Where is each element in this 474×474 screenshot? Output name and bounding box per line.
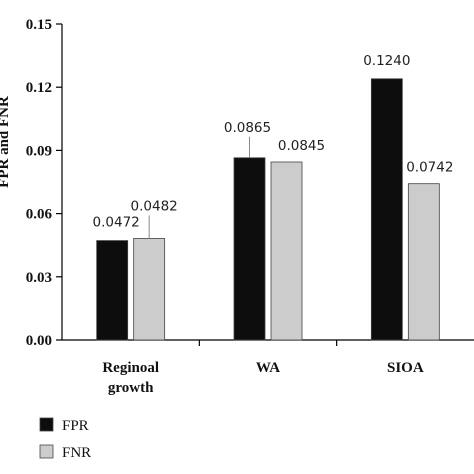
legend-swatch-fpr bbox=[39, 417, 54, 432]
x-tick-label: Reginoal bbox=[102, 360, 159, 376]
axes: 0.00 0.03 0.06 0.09 0.12 0.15 FPR and FNR Regin… bbox=[0, 17, 474, 396]
legend-swatch-fnr bbox=[39, 444, 54, 459]
y-tick-label: 0.09 bbox=[26, 143, 52, 159]
y-tick-label: 0.15 bbox=[26, 17, 52, 33]
bar-fpr bbox=[233, 157, 266, 341]
legend-label: FPR bbox=[62, 418, 89, 434]
bar-fnr bbox=[407, 183, 440, 341]
bars bbox=[96, 78, 440, 341]
data-label: 0.0845 bbox=[278, 138, 325, 154]
data-label: 0.0742 bbox=[406, 160, 453, 176]
data-label: 0.1240 bbox=[363, 53, 410, 69]
y-axis-title: FPR and FNR bbox=[0, 96, 12, 188]
bar-fnr bbox=[133, 238, 166, 341]
x-tick-label: growth bbox=[108, 380, 154, 396]
bar-fnr bbox=[270, 161, 303, 341]
data-label: 0.0472 bbox=[93, 215, 140, 231]
bar-fpr bbox=[370, 78, 403, 341]
y-tick-label: 0.00 bbox=[26, 333, 52, 349]
data-label: 0.0865 bbox=[224, 120, 271, 136]
x-tick-label: WA bbox=[256, 360, 280, 376]
y-tick-label: 0.06 bbox=[26, 207, 53, 223]
y-tick-label: 0.12 bbox=[26, 80, 52, 96]
data-label: 0.0482 bbox=[131, 198, 178, 214]
bar-fpr bbox=[96, 240, 129, 341]
y-tick-label: 0.03 bbox=[26, 270, 52, 286]
legend: FPR FNR bbox=[39, 417, 91, 461]
legend-label: FNR bbox=[62, 445, 91, 461]
x-tick-label: SIOA bbox=[387, 360, 424, 376]
